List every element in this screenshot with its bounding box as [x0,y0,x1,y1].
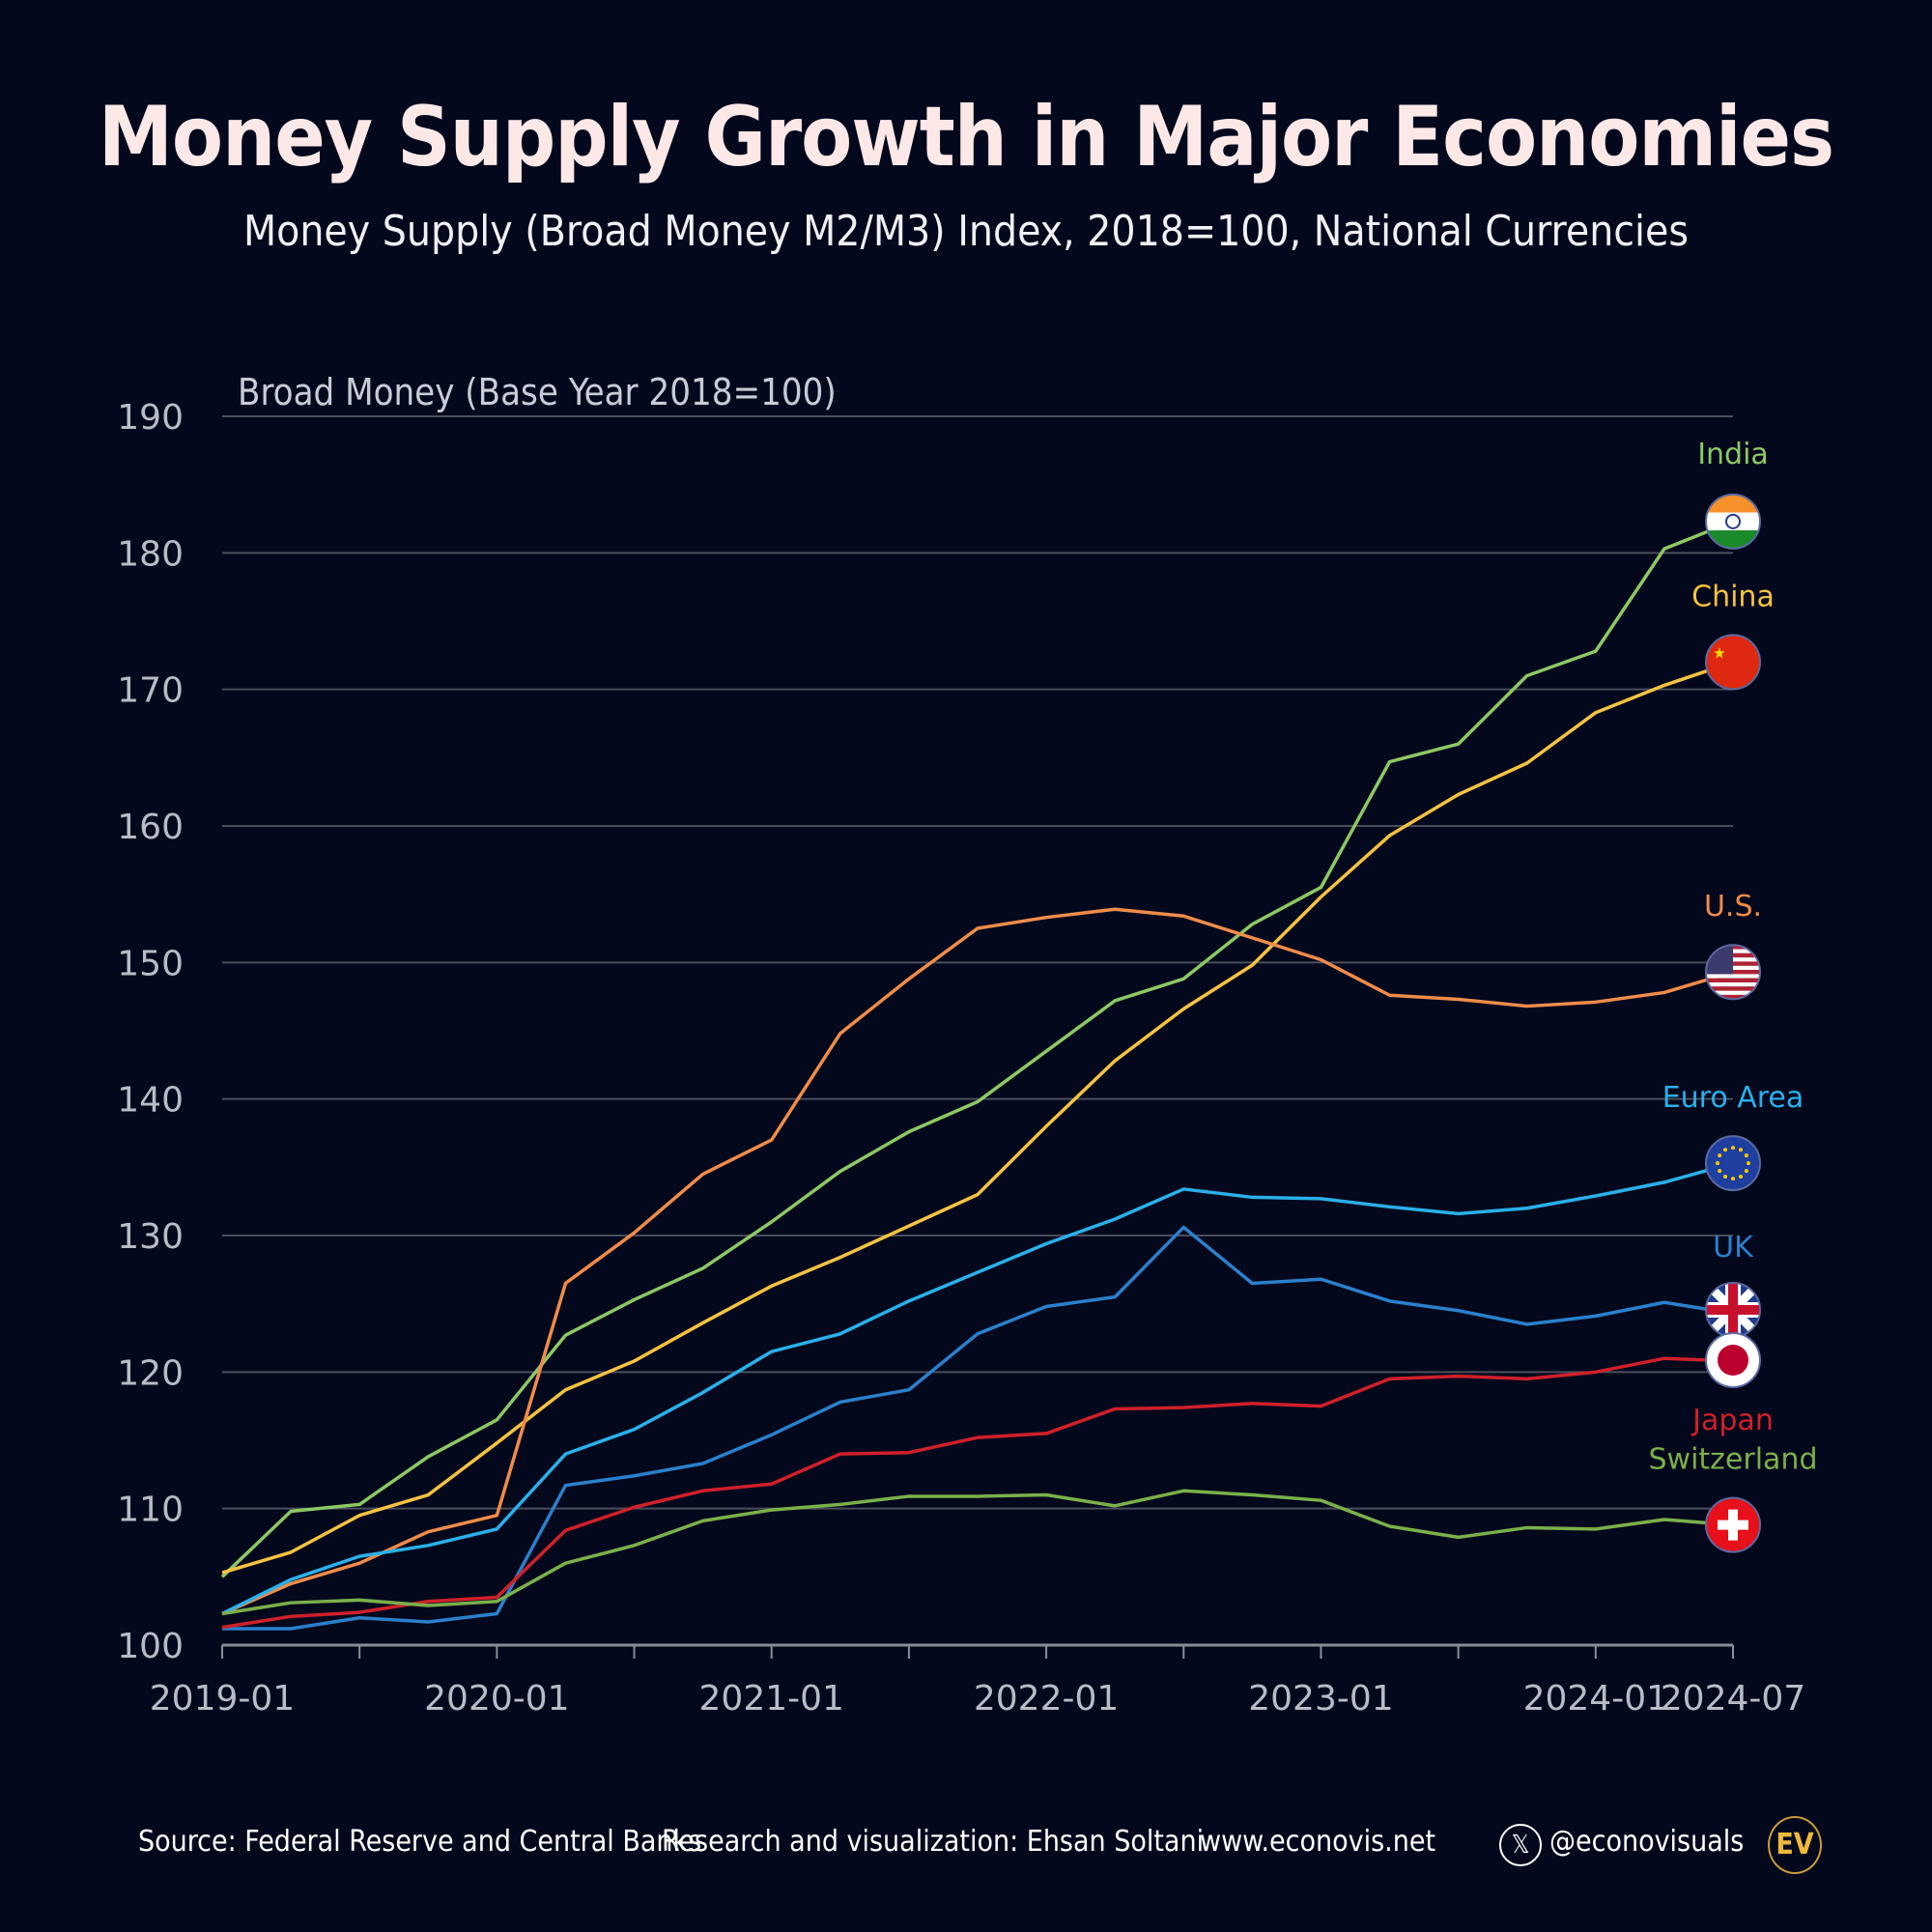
y-tick-label: 130 [117,1217,184,1257]
switzerland-flag-icon [1705,1496,1761,1553]
credit-note: Research and visualization: Ehsan Soltan… [662,1825,1205,1859]
x-tick-label: 2019-01 [150,1679,295,1719]
chart-subtitle: Money Supply (Broad Money M2/M3) Index, … [242,207,1690,256]
social-handle[interactable]: @econovisuals [1549,1825,1745,1859]
y-tick-label: 100 [117,1627,184,1666]
y-axis-ticks: 100 110 120 130 140 150 160 170 180 190 [117,398,184,1666]
china-flag-icon: ★ [1705,634,1761,691]
y-tick-label: 150 [117,944,184,983]
us-flag-icon [1705,944,1761,1001]
series-line-switzerland [221,1489,1734,1616]
chart-title: Money Supply Growth in Major Economies [98,89,1834,185]
y-tick-label: 120 [117,1353,184,1393]
y-axis-label: Broad Money (Base Year 2018=100) [238,371,837,413]
website-link[interactable]: www.econovis.net [1200,1825,1436,1859]
india-flag-icon [1705,493,1761,550]
series-line-japan [221,1356,1734,1630]
x-tick-label: 2022-01 [974,1679,1119,1719]
svg-text:★: ★ [1714,643,1726,662]
series-label-india: India [1697,438,1769,471]
y-tick-label: 170 [117,671,184,711]
series-label-uk: UK [1713,1231,1754,1264]
eu-flag-icon [1705,1135,1761,1192]
x-logo-icon[interactable]: 𝕏 [1499,1824,1542,1866]
x-tick-label: 2024-07 [1661,1679,1805,1719]
series-line-china [221,660,1734,1575]
series-label-china: China [1691,580,1775,613]
gridlines [222,415,1733,1510]
y-tick-label: 180 [117,534,184,574]
x-tick-label: 2021-01 [699,1679,844,1719]
x-tick-label: 2024-01 [1523,1679,1668,1719]
y-tick-label: 140 [117,1081,184,1121]
series-markers: India ★ China U.S. Euro Area UK Japan Switzerla… [1649,438,1818,1553]
series-line-u-s- [221,907,1734,1616]
series-label-u-s-: U.S. [1704,890,1762,923]
ev-logo-icon: EV [1768,1816,1822,1874]
series-line-euro-area [221,1161,1734,1616]
x-tick-label: 2023-01 [1248,1679,1393,1719]
uk-flag-icon [1705,1282,1761,1338]
japan-flag-icon [1705,1332,1761,1388]
series-label-japan: Japan [1690,1404,1774,1437]
series-line-uk [222,1225,1734,1631]
series-lines [220,520,1734,1631]
series-label-switzerland: Switzerland [1649,1443,1818,1477]
x-axis: 2019-01 2020-01 2021-01 2022-01 2023-01 2024-… [150,1643,1805,1719]
y-tick-label: 110 [117,1491,184,1530]
x-tick-label: 2020-01 [424,1679,569,1719]
series-line-india [220,520,1734,1578]
series-label-euro-area: Euro Area [1662,1081,1804,1115]
y-tick-label: 190 [117,398,184,438]
source-note: Source: Federal Reserve and Central Bank… [138,1825,702,1859]
y-tick-label: 160 [117,808,184,847]
